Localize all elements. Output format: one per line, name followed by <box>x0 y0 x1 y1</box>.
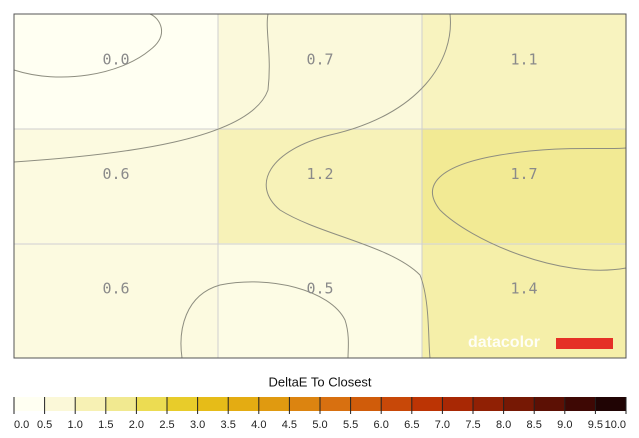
heat-cell <box>218 128 422 244</box>
colorbar-tick-label: 2.5 <box>159 419 174 431</box>
colorbar-tick-label: 8.0 <box>496 419 511 431</box>
colorbar-tick-label: 4.5 <box>282 419 297 431</box>
watermark: datacolor <box>468 334 540 351</box>
colorbar-segment <box>534 397 565 411</box>
colorbar-tick-label: 9.0 <box>557 419 572 431</box>
colorbar-tick-label: 0.5 <box>37 419 52 431</box>
cell-label: 0.6 <box>102 280 129 298</box>
heat-cell <box>14 128 218 244</box>
colorbar-tick-label: 7.5 <box>465 419 480 431</box>
colorbar-segment <box>167 397 198 411</box>
colorbar-tick-label: 1.5 <box>98 419 113 431</box>
colorbar-tick-label: 2.0 <box>129 419 144 431</box>
heat-cell <box>422 14 626 129</box>
cell-label: 0.7 <box>306 50 333 68</box>
grid <box>14 14 626 358</box>
colorbar-segment <box>105 397 137 411</box>
contour-line <box>13 13 162 78</box>
colorbar-segment <box>228 397 259 411</box>
colorbar-segment <box>14 397 45 411</box>
contours <box>13 13 627 359</box>
colorbar-segment <box>350 397 382 411</box>
colorbar-segment <box>136 397 167 411</box>
plot-border <box>13 13 627 359</box>
watermark-bar <box>556 338 613 349</box>
colorbar-title: DeltaE To Closest <box>268 374 371 389</box>
colorbar-segment <box>411 397 443 411</box>
colorbar-segment <box>381 397 412 411</box>
heat-cell <box>14 243 218 358</box>
cell-label: 1.7 <box>510 165 537 183</box>
colorbar-tick-label: 1.0 <box>68 419 83 431</box>
cell-label: 1.4 <box>510 280 537 298</box>
heat-cell <box>218 243 422 358</box>
colorbar-segment <box>75 397 106 411</box>
colorbar-tick-label: 4.0 <box>251 419 266 431</box>
colorbar-tick-label: 5.5 <box>343 419 358 431</box>
colorbar-tick-label: 7.0 <box>435 419 450 431</box>
colorbar-segment <box>197 397 229 411</box>
colorbar-segment <box>44 397 76 411</box>
heatmap-cells <box>14 14 626 358</box>
colorbar-tick-label: 5.0 <box>312 419 327 431</box>
contour-line <box>432 147 627 271</box>
colorbar-tick-label: 10.0 <box>605 419 626 431</box>
contour-line <box>180 281 349 359</box>
colorbar-segment <box>564 397 596 411</box>
cell-label: 1.1 <box>510 50 537 68</box>
heat-cell <box>218 14 422 129</box>
colorbar-segment <box>320 397 351 411</box>
colorbar-tick-label: 8.5 <box>527 419 542 431</box>
colorbar-tick-label: 6.5 <box>404 419 419 431</box>
cell-label: 1.2 <box>306 165 333 183</box>
heat-cell <box>422 128 626 244</box>
colorbar-tick-label: 9.5 <box>588 419 603 431</box>
colorbar-segment <box>503 397 535 411</box>
colorbar-tick-label: 3.5 <box>221 419 236 431</box>
colorbar-segment <box>595 397 626 411</box>
cell-label: 0.5 <box>306 280 333 298</box>
colorbar-tick-label: 0.0 <box>14 419 29 431</box>
colorbar-segment <box>289 397 320 411</box>
contour-line <box>265 13 451 359</box>
colorbar-tick-label: 3.0 <box>190 419 205 431</box>
cell-label: 0.0 <box>102 50 129 68</box>
colorbar-segment <box>473 397 504 411</box>
colorbar-tick-label: 6.0 <box>374 419 389 431</box>
colorbar-segment <box>258 397 290 411</box>
contour-line <box>13 13 270 163</box>
cell-label: 0.6 <box>102 165 129 183</box>
colorbar: 0.0 0.5 1.0 1.5 2.0 2.5 3.0 3.5 4.0 4.5 5.0 5.5 6.0 6… <box>13 397 627 431</box>
heat-cell <box>14 14 218 129</box>
colorbar-segment <box>442 397 473 411</box>
